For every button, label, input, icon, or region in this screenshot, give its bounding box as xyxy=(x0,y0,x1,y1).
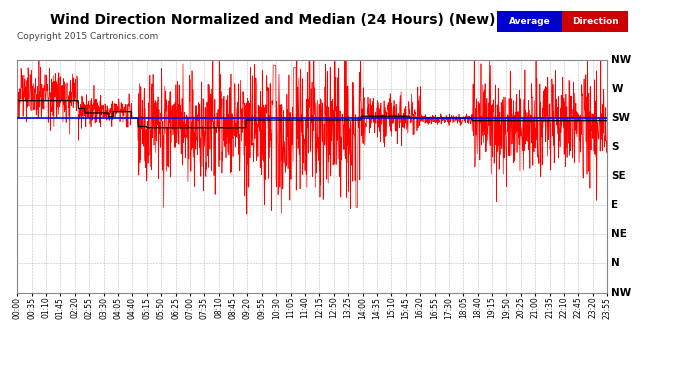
Text: Copyright 2015 Cartronics.com: Copyright 2015 Cartronics.com xyxy=(17,32,159,41)
Text: Average: Average xyxy=(509,17,551,26)
Text: Direction: Direction xyxy=(572,17,618,26)
Text: Wind Direction Normalized and Median (24 Hours) (New) 20151114: Wind Direction Normalized and Median (24… xyxy=(50,13,578,27)
